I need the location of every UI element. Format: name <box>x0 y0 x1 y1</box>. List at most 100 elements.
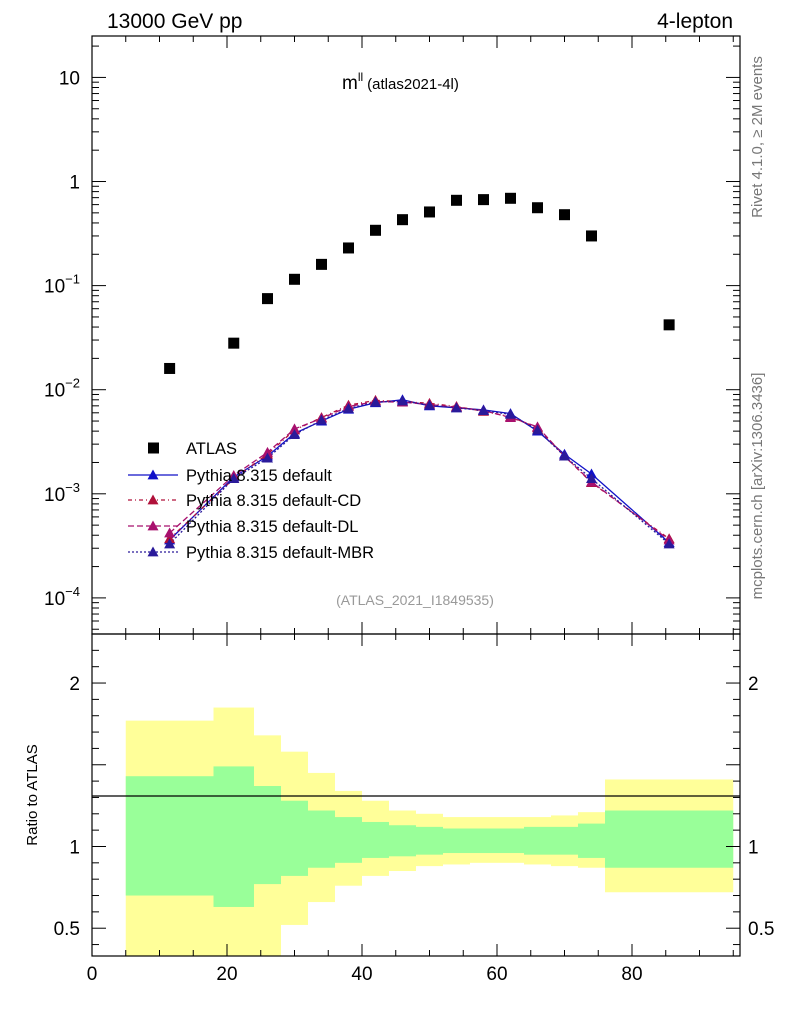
inner-band-bin <box>389 825 416 857</box>
data-point <box>478 194 489 206</box>
legend-marker <box>147 494 159 505</box>
ratio-frame <box>91 633 741 957</box>
legend-item: Pythia 8.315 default-CD <box>128 492 361 510</box>
mc-marker <box>505 408 516 419</box>
data-point <box>663 319 675 331</box>
legend-item: Pythia 8.315 default-DL <box>128 518 358 536</box>
legend-marker <box>147 520 159 531</box>
mc-marker <box>289 423 300 434</box>
data-point <box>424 206 435 218</box>
mc-marker <box>289 429 300 440</box>
legend-item: ATLAS <box>148 440 237 458</box>
mc-marker <box>370 396 381 407</box>
legend-item: Pythia 8.315 default <box>128 467 332 485</box>
y-tick-label: 1 <box>69 173 80 194</box>
data-point <box>343 242 354 254</box>
ratio-bands <box>125 707 734 956</box>
inner-band-bin <box>524 826 551 855</box>
data-point <box>586 230 597 242</box>
ratio-y-tick-label-right: 2 <box>748 674 759 695</box>
legend-marker <box>147 546 159 557</box>
mc-lines <box>169 399 670 545</box>
inner-band-bin <box>578 823 605 858</box>
header-right: 4-lepton <box>657 10 733 33</box>
mc-marker <box>262 446 273 457</box>
x-tick-label: 80 <box>621 964 642 985</box>
mc-marker <box>164 527 176 538</box>
inner-band-bin <box>308 810 335 868</box>
inner-band-bin <box>281 800 308 876</box>
rivet-label: Rivet 4.1.0, ≥ 2M events <box>749 56 766 218</box>
x-tick-label: 60 <box>486 964 507 985</box>
series-line-2 <box>169 399 670 540</box>
mc-marker <box>478 405 489 415</box>
legend-marker <box>147 469 159 480</box>
ratio-y-tick-label: 1 <box>69 837 80 858</box>
mcplots-label: mcplots.cern.ch [arXiv:1306.3436] <box>749 373 766 600</box>
series-line-4 <box>169 400 670 545</box>
inner-band-bin <box>497 828 524 854</box>
mc-marker <box>451 402 462 413</box>
legend-marker <box>148 442 159 454</box>
data-point <box>505 192 516 204</box>
inner-band-bin <box>362 821 389 858</box>
chart-title: mll (atlas2021-4l) <box>342 70 459 94</box>
mc-marker <box>262 452 273 463</box>
ratio-ylabel: Ratio to ATLAS <box>24 744 41 845</box>
mc-marker <box>532 424 543 435</box>
y-tick-label: 10−4 <box>44 584 80 610</box>
x-tick-label: 20 <box>216 964 237 985</box>
series-line-3 <box>169 400 670 541</box>
inner-band-bin <box>470 828 497 854</box>
inner-band-bin <box>551 826 578 855</box>
y-tick-label: 10−2 <box>44 376 80 402</box>
analysis-id: (ATLAS_2021_I1849535) <box>336 592 494 608</box>
ratio-y-tick-label: 2 <box>69 674 80 695</box>
data-markers <box>164 192 675 549</box>
mc-marker <box>424 399 435 410</box>
legend-label: Pythia 8.315 default-DL <box>186 518 358 536</box>
header-left: 13000 GeV pp <box>107 10 242 33</box>
inner-band-bin <box>254 786 281 885</box>
mc-marker <box>164 538 176 549</box>
inner-band-bin <box>335 817 362 863</box>
inner-band-bin <box>443 828 470 854</box>
ratio-y-tick-label: 0.5 <box>54 919 80 940</box>
y-tick-label: 10−3 <box>44 480 80 506</box>
inner-band-bin <box>213 766 254 907</box>
mc-marker <box>228 473 240 483</box>
legend: ATLAS Pythia 8.315 default Pythia 8.315 de… <box>128 440 374 562</box>
data-point <box>451 194 462 206</box>
legend-label: ATLAS <box>186 440 237 458</box>
data-point <box>262 293 273 305</box>
inner-band-bin <box>125 776 214 896</box>
mc-marker <box>663 538 675 549</box>
axis-ticks: 0 20 40 60 80 10 1 10−1 10−2 10−3 10−4 0.5 0.5 1 1 2 2 <box>44 36 774 985</box>
data-point <box>228 337 240 349</box>
data-point <box>289 273 300 285</box>
data-point <box>316 258 327 270</box>
x-tick-label: 0 <box>87 964 98 985</box>
inner-band-bin <box>416 826 443 855</box>
legend-label: Pythia 8.315 default-CD <box>186 492 361 510</box>
ratio-y-tick-label-right: 1 <box>748 837 759 858</box>
data-point <box>397 214 408 226</box>
data-point <box>532 202 543 214</box>
legend-label: Pythia 8.315 default <box>186 467 332 485</box>
mc-marker <box>397 395 408 406</box>
inner-band-bin <box>605 810 734 868</box>
data-point <box>164 362 176 374</box>
legend-label: Pythia 8.315 default-MBR <box>186 544 374 562</box>
data-point <box>370 224 381 236</box>
mc-marker <box>164 533 176 544</box>
y-tick-label: 10−1 <box>44 272 80 298</box>
ratio-y-tick-label-right: 0.5 <box>748 919 774 940</box>
mc-marker <box>559 450 570 461</box>
legend-item: Pythia 8.315 default-MBR <box>128 544 374 562</box>
y-tick-label: 10 <box>59 68 80 89</box>
mc-marker <box>343 402 354 413</box>
mc-marker <box>316 414 327 425</box>
mc-marker <box>586 473 597 483</box>
data-point <box>559 209 570 221</box>
